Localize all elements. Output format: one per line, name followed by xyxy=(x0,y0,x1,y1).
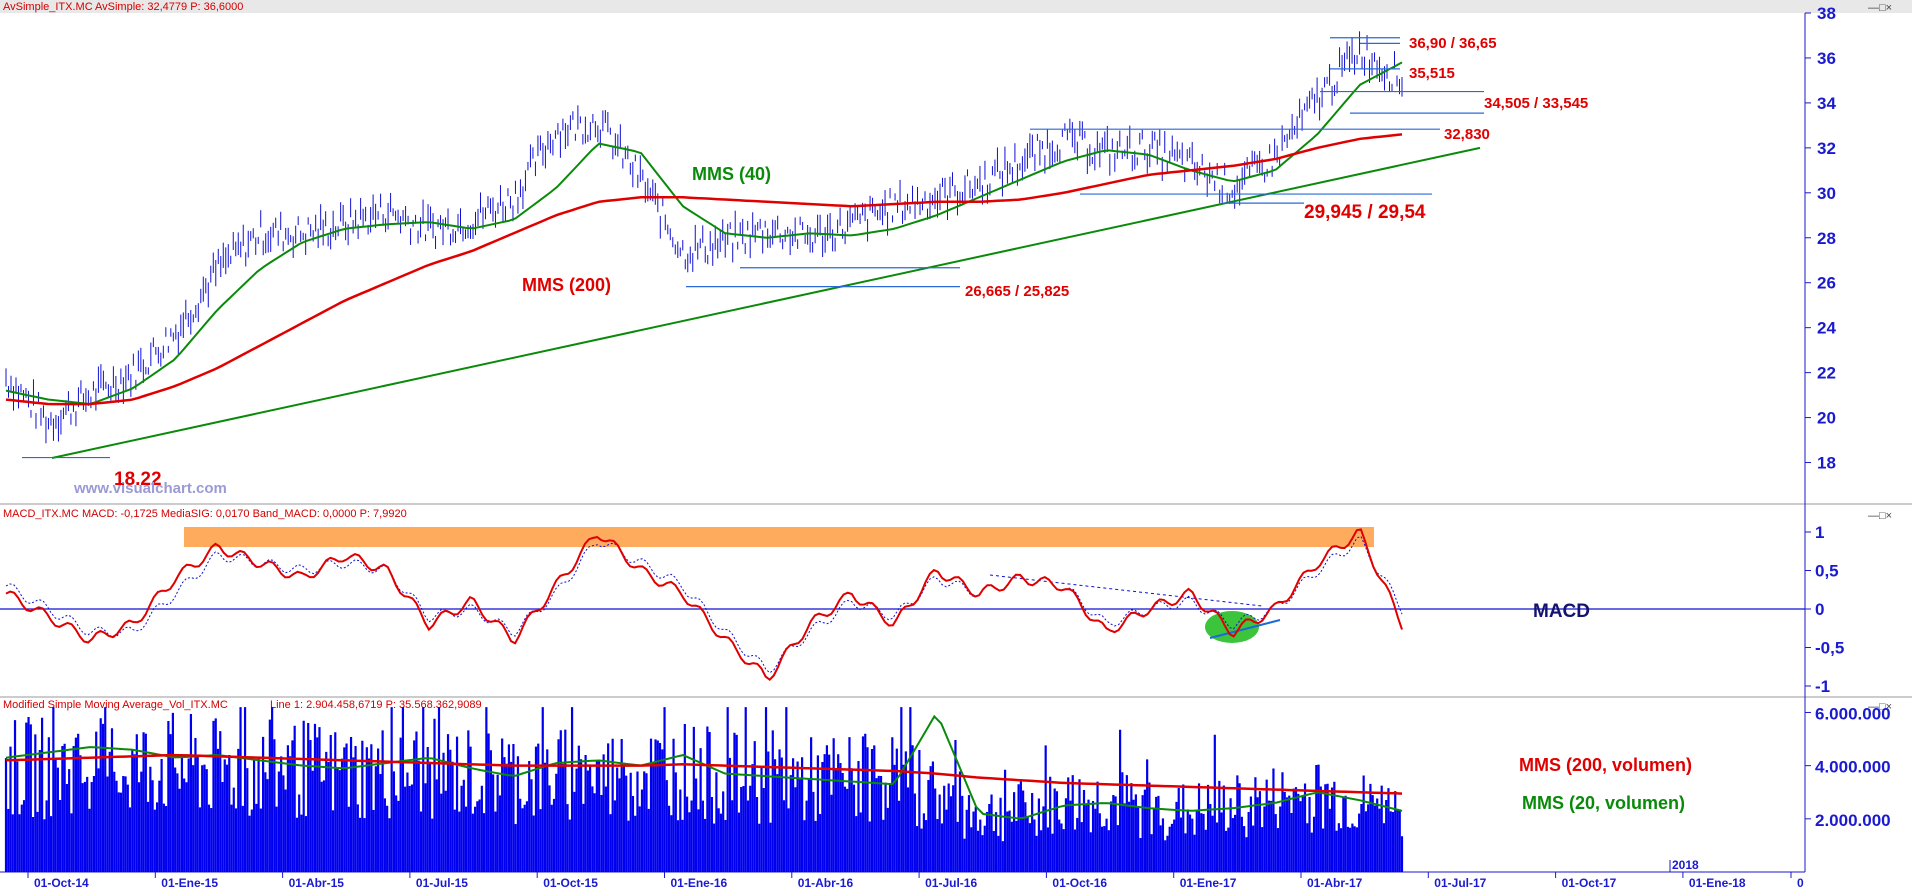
price-ytick-label: 18 xyxy=(1817,454,1836,473)
price-ytick-label: 28 xyxy=(1817,229,1836,248)
macd-rising-line xyxy=(1209,619,1281,639)
annotation-level-34505: 34,505 / 33,545 xyxy=(1484,95,1588,112)
series-line-mms200 xyxy=(5,133,1403,406)
annotation-level-35515: 35,515 xyxy=(1409,65,1455,82)
volume-label-mms200: MMS (200, volumen) xyxy=(1519,755,1692,775)
price-ytick-label: 22 xyxy=(1817,364,1836,383)
volume-header-values: Line 1: 2.904.458,6719 P: 35.568.362,908… xyxy=(270,699,482,711)
macd-window-buttons[interactable]: —□× xyxy=(1868,510,1892,522)
price-ytick-label: 24 xyxy=(1817,319,1836,338)
axes: 18 20 22 24 26 28 30 32 34 36 38 1 0,5 0 -0,5 -1 6.000.0… xyxy=(27,4,1891,890)
volume-ytick-label: 6.000.000 xyxy=(1815,704,1891,723)
macd-ytick-label: -1 xyxy=(1815,677,1830,696)
xtick-label: 01-Abr-17 xyxy=(1307,876,1363,890)
price-ytick-label: 20 xyxy=(1817,409,1836,428)
macd-ytick-label: 0,5 xyxy=(1815,562,1839,581)
xtick-label: 0 xyxy=(1797,876,1804,890)
annotation-level-32830: 32,830 xyxy=(1444,126,1490,143)
xtick-label: 01-Oct-16 xyxy=(1052,876,1107,890)
macd-label: MACD xyxy=(1533,601,1590,622)
macd-ytick-label: 1 xyxy=(1815,523,1824,542)
price-header-bar xyxy=(0,0,1912,13)
xtick-label: 01-Jul-16 xyxy=(925,876,977,890)
xtick-label: 01-Ene-17 xyxy=(1180,876,1237,890)
price-ytick-label: 26 xyxy=(1817,274,1836,293)
macd-header-name: MACD_ITX.MC xyxy=(3,508,79,520)
xtick-label: 01-Oct-15 xyxy=(543,876,598,890)
volume-window-buttons[interactable]: —□× xyxy=(1868,701,1892,713)
annotation-mms200: MMS (200) xyxy=(522,275,611,295)
annotation-level-26665: 26,665 / 25,825 xyxy=(965,283,1069,300)
volume-ytick-label: 4.000.000 xyxy=(1815,758,1891,777)
price-plot xyxy=(5,31,1484,460)
macd-divergence-line xyxy=(989,574,1263,607)
annotation-low-1822: 18.22 xyxy=(114,469,162,490)
price-ytick-label: 32 xyxy=(1817,139,1836,158)
price-window-buttons[interactable]: —□× xyxy=(1868,2,1892,14)
volume-header-name: Modified Simple Moving Average_Vol_ITX.M… xyxy=(3,699,228,711)
year-marker-label: 2018 xyxy=(1672,858,1699,872)
watermark: www.visualchart.com xyxy=(73,480,227,497)
annotation-level-3690: 36,90 / 36,65 xyxy=(1409,35,1497,52)
series-line-vol-mms200 xyxy=(5,753,1403,795)
annotation-level-29945: 29,945 / 29,54 xyxy=(1304,202,1426,223)
macd-header-values: MACD: -0,1725 MediaSIG: 0,0170 Band_MACD… xyxy=(82,508,407,520)
xtick-label: 01-Oct-17 xyxy=(1562,876,1617,890)
annotation-mms40: MMS (40) xyxy=(692,164,771,184)
xtick-label: 01-Ene-15 xyxy=(161,876,218,890)
price-ytick-label: 38 xyxy=(1817,4,1836,23)
xtick-label: 01-Jul-15 xyxy=(416,876,468,890)
price-header-name: AvSimple_ITX.MC xyxy=(3,1,93,13)
volume-ytick-label: 2.000.000 xyxy=(1815,811,1891,830)
xtick-label: 01-Oct-14 xyxy=(34,876,89,890)
price-ytick-label: 34 xyxy=(1817,94,1836,113)
price-ytick-label: 30 xyxy=(1817,184,1836,203)
macd-plot xyxy=(0,527,1805,682)
xtick-label: 01-Ene-16 xyxy=(671,876,728,890)
xtick-label: 01-Abr-16 xyxy=(798,876,854,890)
series-line-macd xyxy=(5,528,1403,682)
price-header-values: AvSimple: 32,4779 P: 36,6000 xyxy=(95,1,243,13)
xtick-label: 01-Ene-18 xyxy=(1689,876,1746,890)
volume-plot xyxy=(4,707,1404,872)
trendline-support xyxy=(51,146,1481,460)
volume-label-mms20: MMS (20, volumen) xyxy=(1522,793,1685,813)
series-line-macd-signal xyxy=(5,535,1403,674)
macd-ytick-label: 0 xyxy=(1815,600,1824,619)
series-line-mms40 xyxy=(5,61,1403,406)
xtick-label: 01-Jul-17 xyxy=(1434,876,1486,890)
xtick-label: 01-Abr-15 xyxy=(289,876,345,890)
price-ytick-label: 36 xyxy=(1817,49,1836,68)
macd-ytick-label: -0,5 xyxy=(1815,639,1844,658)
macd-orange-band xyxy=(184,527,1374,547)
